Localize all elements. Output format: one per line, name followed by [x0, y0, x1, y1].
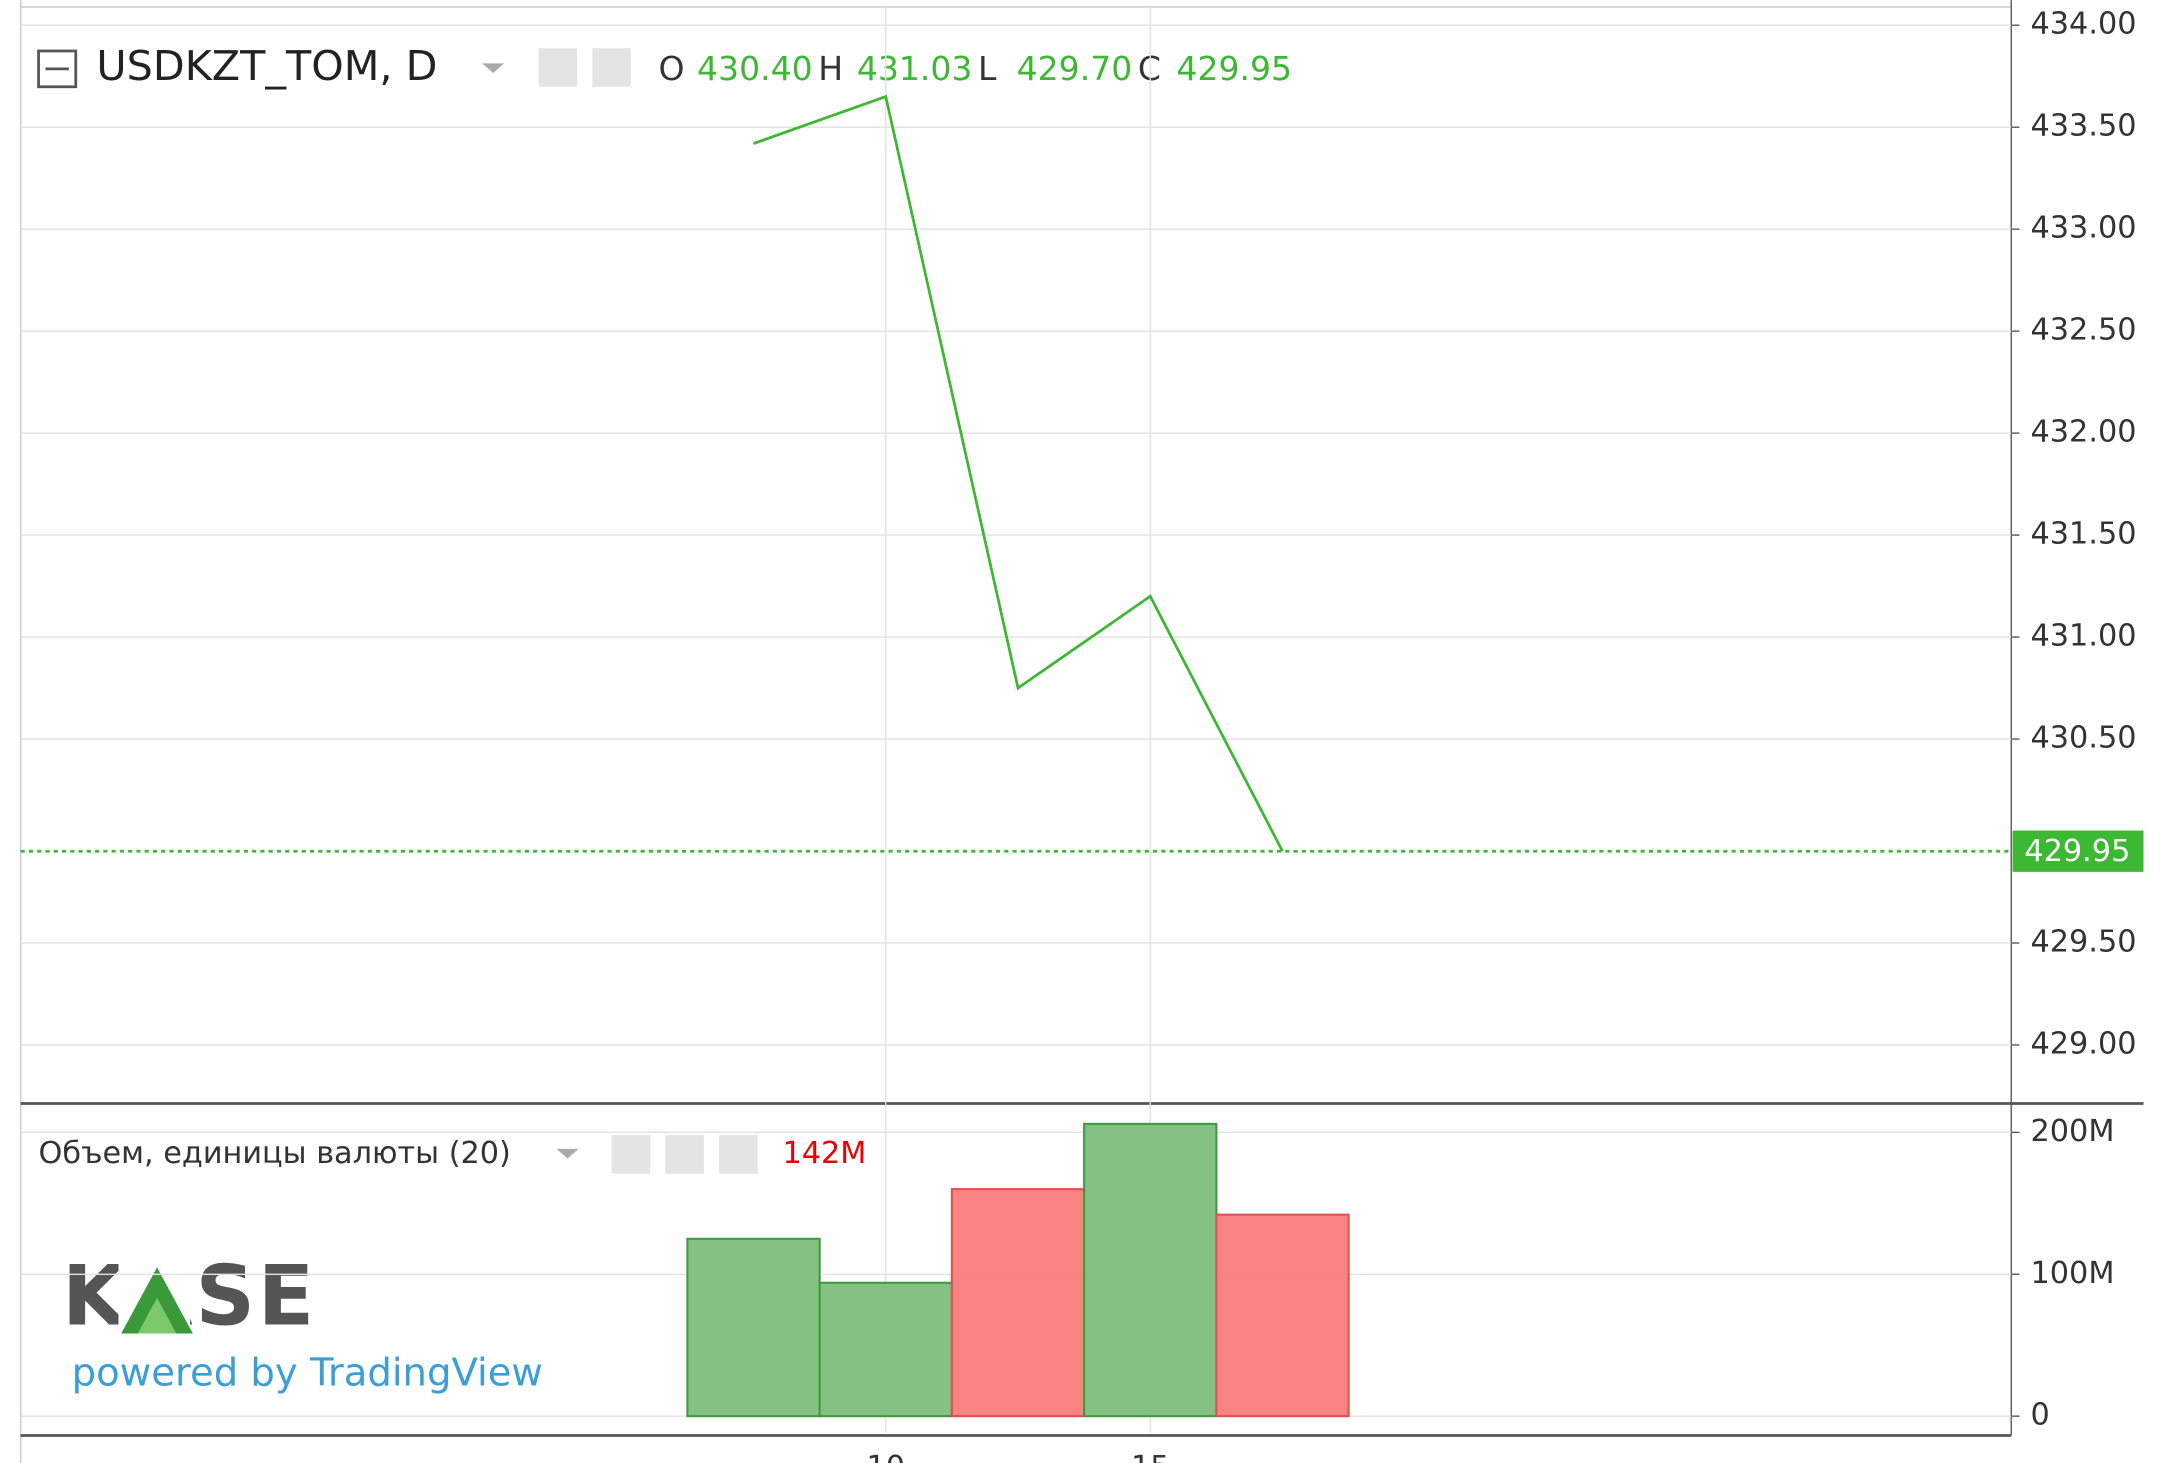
- ohlc-value: 429.95: [1176, 49, 1292, 88]
- ohlc-value: 430.40: [697, 49, 813, 88]
- y-tick-label: 433.50: [2031, 109, 2137, 144]
- ohlc-label: O: [658, 49, 684, 88]
- settings-icon[interactable]: [665, 1135, 704, 1174]
- y-tick-label: 431.00: [2031, 619, 2137, 654]
- ohlc-label: C: [1138, 49, 1161, 88]
- volume-title: Объем, единицы валюты (20): [39, 1136, 511, 1171]
- ohlc-value: 429.70: [1017, 49, 1133, 88]
- tagline: powered by TradingView: [72, 1350, 543, 1395]
- dropdown-arrow[interactable]: [482, 63, 505, 74]
- volume-bar: [1083, 1122, 1218, 1418]
- last-price-badge: [2012, 830, 2144, 872]
- y-tick-label: 200M: [2031, 1114, 2115, 1149]
- y-tick-label: 429.50: [2031, 924, 2137, 959]
- symbol-title: USDKZT_TOM, D: [96, 42, 437, 90]
- settings-icon[interactable]: [592, 48, 631, 87]
- volume-bar: [818, 1281, 953, 1418]
- y-tick-label: 433.00: [2031, 211, 2137, 246]
- last-price-label: 429.95: [2024, 834, 2130, 869]
- close-icon[interactable]: [719, 1135, 758, 1174]
- ohlc-label: H: [818, 49, 843, 88]
- y-tick-label: 432.00: [2031, 415, 2137, 450]
- ohlc-label: L: [978, 49, 997, 88]
- x-tick-label: 15: [1131, 1450, 1170, 1463]
- volume-last: 142M: [782, 1136, 866, 1171]
- collapse-icon[interactable]: [37, 49, 78, 89]
- dropdown-arrow[interactable]: [556, 1148, 579, 1159]
- volume-bar: [950, 1188, 1086, 1418]
- y-tick-label: 432.50: [2031, 313, 2137, 348]
- eye-icon[interactable]: [611, 1135, 651, 1174]
- y-tick-label: 434.00: [2031, 7, 2137, 42]
- volume-bar: [686, 1237, 821, 1418]
- price-line: [753, 94, 1284, 852]
- x-tick-label: 10: [866, 1450, 905, 1463]
- y-tick-label: 0: [2031, 1398, 2050, 1433]
- eye-icon[interactable]: [538, 48, 578, 87]
- ohlc-value: 431.03: [857, 49, 973, 88]
- y-tick-label: 430.50: [2031, 721, 2137, 756]
- y-tick-label: 100M: [2031, 1256, 2115, 1291]
- volume-bar: [1215, 1213, 1350, 1418]
- logo-mark: [137, 1297, 177, 1334]
- y-tick-label: 429.00: [2031, 1026, 2137, 1061]
- y-tick-label: 431.50: [2031, 517, 2137, 552]
